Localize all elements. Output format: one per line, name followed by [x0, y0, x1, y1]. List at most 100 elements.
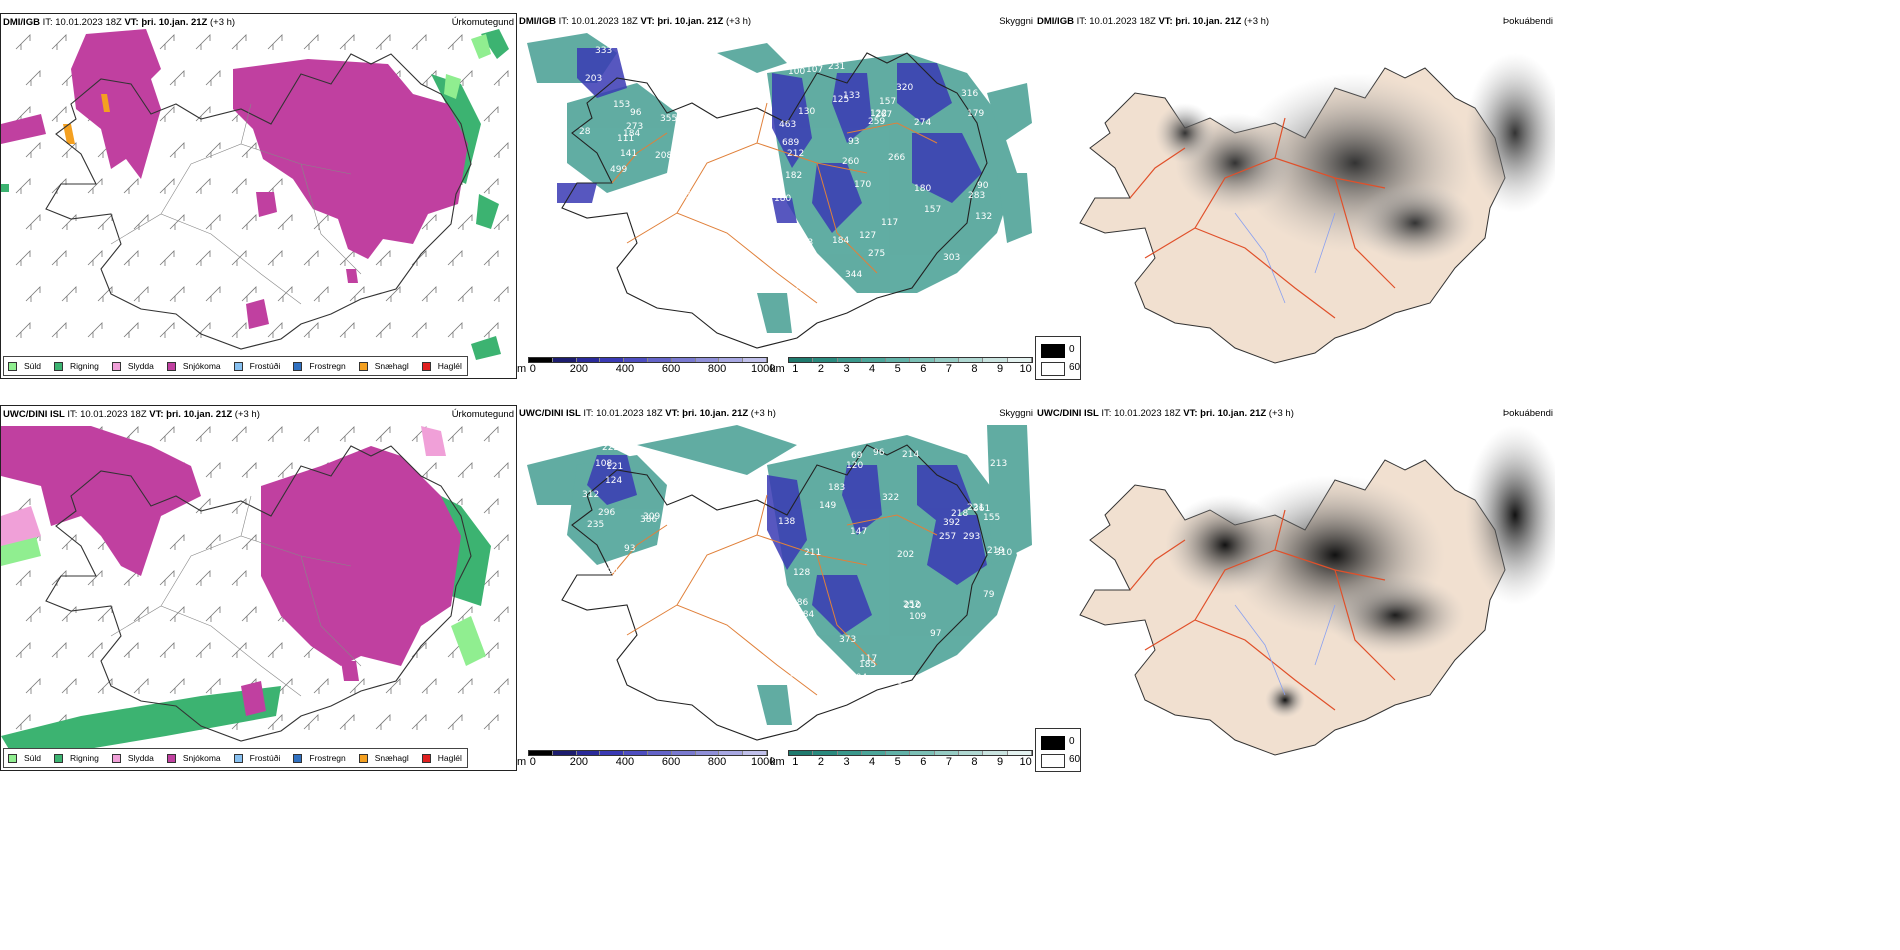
wind-barb	[195, 426, 211, 442]
ceiling-label: 212	[787, 149, 804, 159]
wind-barb	[349, 678, 365, 694]
ceiling-label: 316	[961, 89, 978, 99]
wind-barb	[493, 214, 509, 230]
wind-barb	[411, 322, 427, 338]
wind-barb	[241, 214, 257, 230]
wind-barb	[339, 426, 355, 442]
wind-barb	[51, 106, 67, 122]
wind-barb	[231, 570, 247, 586]
legend-label: Súld	[24, 753, 42, 763]
panel-header: DMI/IGB IT: 10.01.2023 18Z VT: þri. 10.j…	[3, 17, 236, 28]
colorbar-tick: 7	[945, 756, 952, 768]
ceiling-label: 90	[977, 181, 989, 191]
wind-barb	[195, 322, 211, 338]
ceiling-labels-top: 320 273 130 184 182 265 157 259 96 184 125 122 133 93…	[579, 46, 1006, 294]
colorbar-cell	[576, 751, 601, 755]
ceiling-label: 305	[777, 675, 794, 685]
fog-panel-top: DMI/IGB IT: 10.01.2023 18Z VT: þri. 10.j…	[1035, 13, 1555, 379]
wind-barb	[205, 606, 221, 622]
snow-areas	[1, 426, 461, 716]
wind-barb	[159, 250, 175, 266]
ceiling-label: 93	[848, 137, 859, 147]
ceiling-label: 392	[943, 518, 960, 528]
wind-barb	[25, 70, 41, 86]
fog-panel-bottom: UWC/DINI ISL IT: 10.01.2023 18Z VT: þri.…	[1035, 405, 1555, 771]
iceland-outline	[45, 445, 472, 742]
ceiling-label: 84	[679, 82, 691, 92]
ceiling-label: 130	[674, 134, 691, 144]
wind-barb	[123, 642, 139, 658]
wind-barb	[159, 106, 175, 122]
wind-barb	[87, 178, 103, 194]
colorbar-cell	[671, 358, 696, 362]
iceland-outline	[561, 52, 988, 349]
ceiling-label: 213	[990, 459, 1007, 469]
legend-item: Frostúði	[233, 361, 280, 371]
legend-item: Snjókoma	[166, 361, 221, 371]
colorbar-cell	[552, 358, 577, 362]
ceiling-labels-bottom: 252 218 149 103 117 310 96 259 112 69 102 97 124 210 2…	[581, 439, 1012, 687]
ceiling-label: 98	[828, 276, 840, 286]
ceiling-label: 123	[796, 238, 813, 248]
wind-barb	[205, 70, 221, 86]
slush-areas	[1, 426, 446, 546]
colorbar-cell	[861, 751, 887, 755]
legend-item: Slydda	[111, 753, 154, 763]
legend-swatch	[8, 361, 17, 371]
wind-barb	[375, 426, 391, 442]
wind-barb	[195, 642, 211, 658]
colorbar-tick: 5	[894, 363, 901, 375]
ceiling-label: 149	[819, 501, 836, 511]
wind-barb	[493, 606, 509, 622]
ceiling-label: 127	[859, 231, 876, 241]
ceiling-label: 179	[967, 109, 984, 119]
ceiling-label: 107	[632, 575, 649, 585]
wind-barb	[375, 714, 391, 730]
wind-barb	[195, 570, 211, 586]
colorbar-tick: 8	[971, 756, 978, 768]
ceiling-label: 102	[638, 565, 655, 575]
ceiling-label: 344	[845, 270, 862, 280]
colorbar-cell	[789, 358, 814, 362]
ceiling-label: 267	[875, 110, 892, 120]
ceiling-label: 104	[850, 673, 867, 683]
legend-label: Frostregn	[309, 753, 346, 763]
wind-barb	[61, 606, 77, 622]
colorbar-cell	[743, 358, 767, 362]
precip-legend: Súld Rigning Slydda Snjókoma Frostúði Frostre…	[3, 748, 468, 768]
wind-barb	[303, 34, 319, 50]
road-network	[110, 103, 362, 305]
legend-item: Snæhagl	[358, 753, 409, 763]
colorbar-tick: 800	[707, 756, 727, 768]
wind-barb	[349, 286, 365, 302]
colorbar-cell	[719, 358, 744, 362]
legend-label: Haglél	[437, 753, 462, 763]
wind-barb	[421, 462, 437, 478]
legend-swatch	[233, 753, 243, 763]
wind-barb	[195, 106, 211, 122]
wind-barb	[303, 714, 319, 730]
wind-barb	[51, 642, 67, 658]
colorbar-cell	[695, 751, 720, 755]
wind-barb	[277, 286, 293, 302]
wind-barb	[15, 322, 31, 338]
wind-barb	[313, 286, 329, 302]
wind-barb	[15, 34, 31, 50]
ceiling-label: 112	[658, 569, 675, 579]
ceiling-label: 180	[581, 564, 598, 574]
legend-swatch	[233, 361, 243, 371]
colorbar-cell	[910, 751, 935, 755]
wind-barb	[375, 322, 391, 338]
wind-barb	[267, 642, 283, 658]
ceiling-label: 283	[968, 191, 985, 201]
ceiling-label: 103	[609, 583, 626, 593]
ceiling-label: 93	[624, 544, 635, 554]
colorbar-tick: 9	[996, 363, 1004, 375]
ceiling-label: 249	[607, 567, 624, 577]
wind-barb	[339, 250, 355, 266]
wind-barb	[195, 250, 211, 266]
legend-swatch	[111, 361, 121, 371]
wind-barb	[483, 642, 499, 658]
wind-barb	[241, 534, 257, 550]
colorbar-cell	[624, 751, 648, 755]
